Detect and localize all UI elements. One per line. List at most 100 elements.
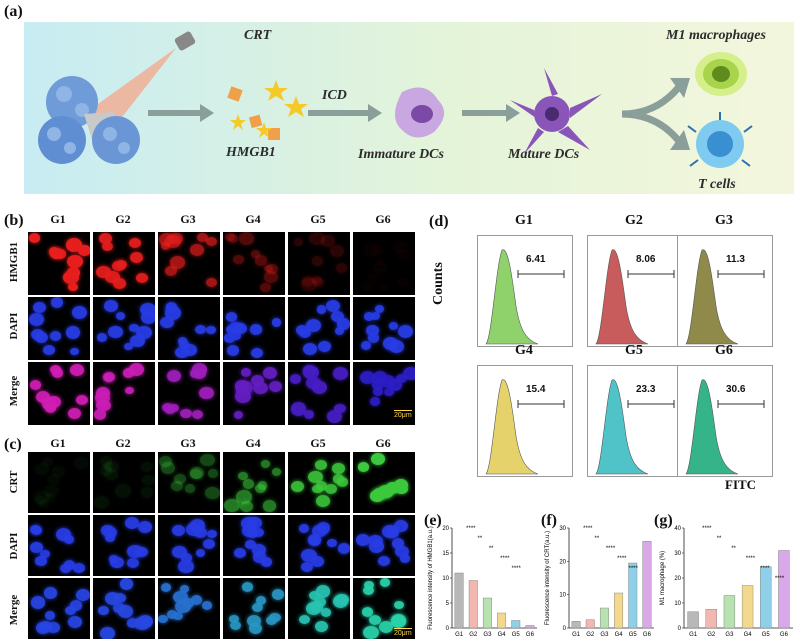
group-label: G5 bbox=[310, 436, 326, 450]
significance-label: ** bbox=[478, 536, 483, 542]
y-tick-label: 0 bbox=[446, 626, 450, 632]
branch-arrows-icon bbox=[621, 85, 681, 143]
x-tick-label: G2 bbox=[586, 632, 595, 638]
flow-percentage: 15.4 bbox=[526, 384, 546, 395]
micrograph-tile bbox=[93, 578, 155, 639]
significance-label: ** bbox=[731, 546, 736, 552]
significance-label: **** bbox=[617, 556, 627, 562]
x-tick-label: G3 bbox=[725, 632, 734, 638]
micrograph-tile bbox=[223, 515, 285, 576]
arrow-head-icon bbox=[670, 78, 690, 98]
x-tick-label: G4 bbox=[744, 632, 753, 638]
micrograph-tile bbox=[353, 297, 415, 360]
micrograph-tile bbox=[288, 452, 350, 513]
immature-dc-icon bbox=[395, 87, 445, 138]
group-label: G3 bbox=[180, 436, 196, 450]
y-axis-title: M1 macrophage (%) bbox=[660, 551, 666, 605]
significance-label: **** bbox=[606, 546, 616, 552]
flow-percentage: 8.06 bbox=[636, 254, 656, 265]
flow-group-label: G6 bbox=[715, 343, 733, 358]
mature-dc-icon bbox=[510, 68, 602, 154]
group-label: G1 bbox=[50, 436, 66, 450]
micrograph-tile bbox=[353, 452, 415, 513]
bar bbox=[760, 566, 772, 629]
crt-hmgb1-icon bbox=[227, 80, 308, 140]
flow-group-label: G5 bbox=[625, 343, 643, 358]
flow-histograms: G1 6.41 G2 8.06 G3 11.3 G4 15.4 G5 23.3 G6 30.6 bbox=[425, 205, 797, 505]
arrow-head-icon bbox=[670, 130, 690, 150]
micrograph-tile bbox=[158, 515, 220, 576]
hmgb1-label: HMGB1 bbox=[226, 145, 276, 160]
histogram-curve bbox=[685, 249, 765, 345]
panel-a: (a) bbox=[0, 0, 797, 200]
x-tick-label: G5 bbox=[512, 632, 521, 638]
bar bbox=[468, 580, 478, 629]
x-tick-label: G6 bbox=[643, 632, 652, 638]
x-tick-label: G6 bbox=[780, 632, 789, 638]
group-label: G1 bbox=[50, 212, 66, 226]
y-tick-label: 20 bbox=[442, 526, 449, 532]
flow-group-label: G4 bbox=[515, 343, 533, 358]
laser-icon bbox=[84, 31, 196, 130]
micrograph-tile bbox=[353, 515, 415, 576]
icd-label: ICD bbox=[322, 88, 347, 103]
histogram-curve bbox=[485, 249, 565, 345]
bar bbox=[614, 592, 624, 629]
flow-histogram: 8.06 bbox=[587, 235, 683, 347]
crt-label: CRT bbox=[244, 28, 272, 43]
m1-macrophages-label: M1 macrophages bbox=[666, 28, 766, 43]
panel-g-letter: (g) bbox=[654, 512, 673, 529]
panel-a-letter: (a) bbox=[4, 3, 23, 20]
micrograph-tile bbox=[93, 297, 155, 360]
group-label: G6 bbox=[375, 212, 391, 226]
micrograph-tile bbox=[158, 452, 220, 513]
micrograph-tile bbox=[288, 578, 350, 639]
bar bbox=[585, 619, 595, 629]
flow-histogram: 30.6 bbox=[677, 365, 773, 477]
micrograph-tile bbox=[158, 578, 220, 639]
x-tick-label: G6 bbox=[526, 632, 535, 638]
immature-dcs-label: Immature DCs bbox=[358, 147, 444, 162]
flow-percentage: 23.3 bbox=[636, 384, 656, 395]
significance-label: **** bbox=[702, 526, 712, 532]
micrograph-tile bbox=[223, 232, 285, 295]
micrograph-tile bbox=[93, 515, 155, 576]
group-label: G5 bbox=[310, 212, 326, 226]
micrograph-grid-c bbox=[28, 452, 418, 642]
significance-label: **** bbox=[512, 566, 522, 572]
significance-label: ** bbox=[717, 536, 722, 542]
x-tick-label: G3 bbox=[600, 632, 609, 638]
flow-group-label: G2 bbox=[625, 213, 643, 228]
bar bbox=[741, 585, 754, 629]
y-tick-label: 0 bbox=[678, 626, 682, 632]
arrow-icon bbox=[148, 104, 214, 122]
flow-histogram: 6.41 bbox=[477, 235, 573, 347]
x-tick-label: G1 bbox=[689, 632, 698, 638]
row-label: Merge bbox=[8, 594, 20, 626]
micrograph-tile bbox=[288, 515, 350, 576]
micrograph-tile bbox=[28, 578, 90, 639]
significance-label: **** bbox=[466, 526, 476, 532]
x-tick-label: G2 bbox=[469, 632, 478, 638]
significance-label: ** bbox=[595, 536, 600, 542]
bar bbox=[642, 541, 652, 629]
micrograph-tile bbox=[93, 452, 155, 513]
bar bbox=[571, 621, 581, 629]
micrograph-tile bbox=[223, 362, 285, 425]
row-label: DAPI bbox=[8, 532, 20, 560]
micrograph-tile bbox=[223, 452, 285, 513]
panel-c-letter: (c) bbox=[4, 436, 22, 453]
x-tick-label: G2 bbox=[707, 632, 716, 638]
x-tick-label: G5 bbox=[629, 632, 638, 638]
bar bbox=[454, 572, 464, 629]
flow-percentage: 6.41 bbox=[526, 254, 546, 265]
scale-bar: 20μm bbox=[394, 628, 412, 637]
x-tick-label: G1 bbox=[572, 632, 581, 638]
micrograph-tile bbox=[288, 297, 350, 360]
group-label: G4 bbox=[245, 436, 261, 450]
x-tick-label: G4 bbox=[615, 632, 624, 638]
bar-chart-e: 0 5 10 15 20 Fluorescence intensity of HMGB1(… bbox=[428, 526, 537, 638]
significance-label: **** bbox=[760, 566, 770, 572]
flow-percentage: 30.6 bbox=[726, 384, 746, 395]
histogram-curve bbox=[485, 379, 565, 475]
